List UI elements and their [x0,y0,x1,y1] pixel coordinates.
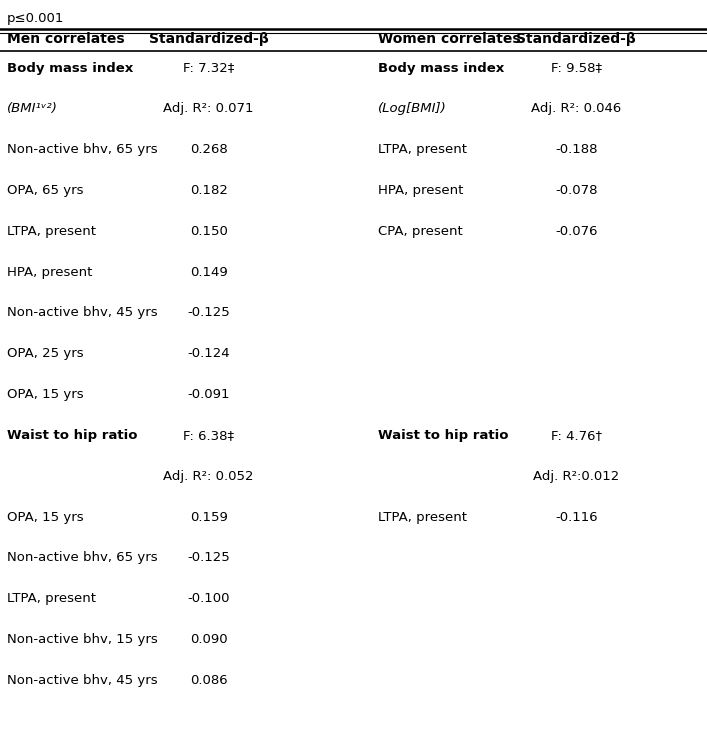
Text: LTPA, present: LTPA, present [378,143,467,156]
Text: Adj. R²:0.012: Adj. R²:0.012 [533,469,619,483]
Text: -0.076: -0.076 [555,225,597,238]
Text: -0.100: -0.100 [187,592,230,606]
Text: Non-active bhv, 45 yrs: Non-active bhv, 45 yrs [7,674,158,687]
Text: -0.078: -0.078 [555,184,597,197]
Text: F: 4.76†: F: 4.76† [551,429,602,442]
Text: 0.149: 0.149 [189,265,228,279]
Text: -0.116: -0.116 [555,510,597,524]
Text: F: 6.38‡: F: 6.38‡ [183,429,234,442]
Text: HPA, present: HPA, present [378,184,464,197]
Text: F: 7.32‡: F: 7.32‡ [183,61,234,75]
Text: OPA, 15 yrs: OPA, 15 yrs [7,388,83,401]
Text: Non-active bhv, 15 yrs: Non-active bhv, 15 yrs [7,633,158,646]
Text: Adj. R²: 0.071: Adj. R²: 0.071 [163,102,254,116]
Text: 0.182: 0.182 [189,184,228,197]
Text: 0.090: 0.090 [189,633,228,646]
Text: OPA, 15 yrs: OPA, 15 yrs [7,510,83,524]
Text: -0.091: -0.091 [187,388,230,401]
Text: Body mass index: Body mass index [7,61,134,75]
Text: HPA, present: HPA, present [7,265,93,279]
Text: Waist to hip ratio: Waist to hip ratio [7,429,138,442]
Text: F: 9.58‡: F: 9.58‡ [551,61,602,75]
Text: Adj. R²: 0.046: Adj. R²: 0.046 [531,102,621,116]
Text: Non-active bhv, 65 yrs: Non-active bhv, 65 yrs [7,551,158,565]
Text: 0.268: 0.268 [189,143,228,156]
Text: LTPA, present: LTPA, present [7,592,96,606]
Text: OPA, 65 yrs: OPA, 65 yrs [7,184,83,197]
Text: Men correlates: Men correlates [7,33,124,46]
Text: -0.125: -0.125 [187,306,230,320]
Text: Non-active bhv, 65 yrs: Non-active bhv, 65 yrs [7,143,158,156]
Text: -0.188: -0.188 [555,143,597,156]
Text: -0.124: -0.124 [187,347,230,361]
Text: Waist to hip ratio: Waist to hip ratio [378,429,509,442]
Text: Adj. R²: 0.052: Adj. R²: 0.052 [163,469,254,483]
Text: CPA, present: CPA, present [378,225,463,238]
Text: LTPA, present: LTPA, present [378,510,467,524]
Text: (BMI¹ᵛ²): (BMI¹ᵛ²) [7,102,58,116]
Text: 0.159: 0.159 [189,510,228,524]
Text: Non-active bhv, 45 yrs: Non-active bhv, 45 yrs [7,306,158,320]
Text: (Log[BMI]): (Log[BMI]) [378,102,447,116]
Text: OPA, 25 yrs: OPA, 25 yrs [7,347,83,361]
Text: 0.150: 0.150 [189,225,228,238]
Text: Standardized-β: Standardized-β [516,33,636,46]
Text: -0.125: -0.125 [187,551,230,565]
Text: Women correlates: Women correlates [378,33,521,46]
Text: Body mass index: Body mass index [378,61,505,75]
Text: p≤0.001: p≤0.001 [7,12,64,25]
Text: LTPA, present: LTPA, present [7,225,96,238]
Text: Standardized-β: Standardized-β [148,33,269,46]
Text: 0.086: 0.086 [189,674,228,687]
